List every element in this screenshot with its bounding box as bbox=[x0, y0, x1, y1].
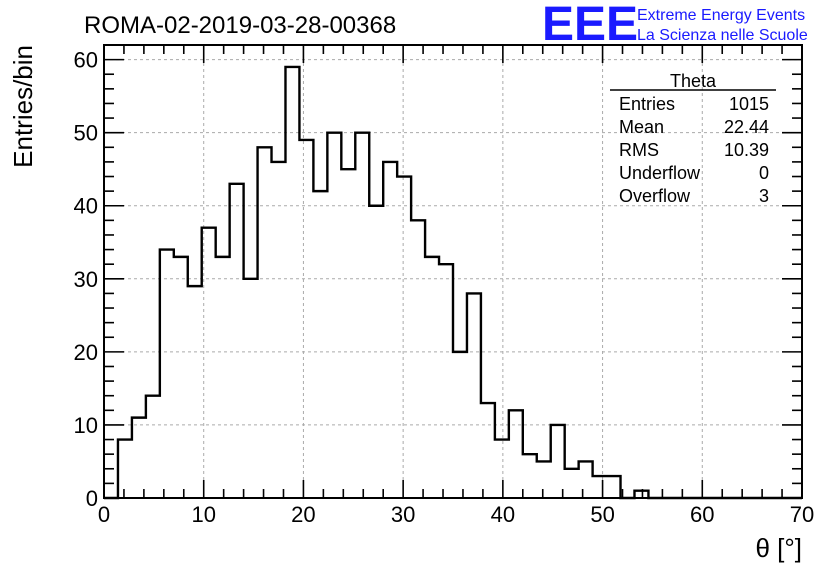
stats-box: Theta Entries 1015 Mean 22.44 RMS 10.39 Underf… bbox=[610, 71, 776, 206]
x-tick-label-7: 70 bbox=[790, 502, 814, 527]
stats-label-underflow: Underflow bbox=[619, 163, 701, 183]
logo-mark: EEE bbox=[542, 0, 638, 51]
x-tick-label-2: 20 bbox=[291, 502, 315, 527]
stats-value-mean: 22.44 bbox=[724, 117, 769, 137]
logo-line-2: La Scienza nelle Scuole bbox=[637, 27, 808, 44]
stats-label-entries: Entries bbox=[619, 94, 675, 114]
stats-value-rms: 10.39 bbox=[724, 140, 769, 160]
stats-label-overflow: Overflow bbox=[619, 186, 691, 206]
y-axis-title: Entries/bin bbox=[8, 45, 38, 168]
x-tick-label-5: 50 bbox=[590, 502, 614, 527]
histogram-outline bbox=[104, 65, 802, 500]
x-tick-labels: 0 10 20 30 40 50 60 70 bbox=[98, 502, 814, 527]
y-tick-label-3: 30 bbox=[74, 267, 98, 292]
x-axis-title: θ [°] bbox=[755, 533, 802, 563]
plot-frame bbox=[103, 44, 803, 499]
stats-value-underflow: 0 bbox=[759, 163, 769, 183]
y-tick-label-0: 0 bbox=[86, 486, 98, 511]
stats-value-entries: 1015 bbox=[729, 94, 769, 114]
stats-value-overflow: 3 bbox=[759, 186, 769, 206]
stats-rows: Entries 1015 Mean 22.44 RMS 10.39 Underflow 0 Ov… bbox=[619, 94, 769, 206]
y-tick-label-5: 50 bbox=[74, 121, 98, 146]
x-tick-label-3: 30 bbox=[391, 502, 415, 527]
x-tick-label-6: 60 bbox=[690, 502, 714, 527]
chart-title: ROMA-02-2019-03-28-00368 bbox=[84, 12, 396, 39]
y-tick-label-6: 60 bbox=[74, 48, 98, 73]
stats-title: Theta bbox=[670, 71, 717, 91]
y-tick-labels: 0 10 20 30 40 50 60 bbox=[74, 48, 98, 511]
x-tick-label-4: 40 bbox=[491, 502, 515, 527]
stats-label-mean: Mean bbox=[619, 117, 664, 137]
logo-line-1: Extreme Energy Events bbox=[637, 7, 805, 24]
eee-logo: EEE Extreme Energy Events La Scienza nel… bbox=[542, 0, 808, 51]
axis-ticks bbox=[103, 44, 803, 499]
x-tick-label-0: 0 bbox=[98, 502, 110, 527]
stats-label-rms: RMS bbox=[619, 140, 659, 160]
y-tick-label-1: 10 bbox=[74, 413, 98, 438]
y-tick-label-4: 40 bbox=[74, 194, 98, 219]
x-tick-label-1: 10 bbox=[191, 502, 215, 527]
y-tick-label-2: 20 bbox=[74, 340, 98, 365]
